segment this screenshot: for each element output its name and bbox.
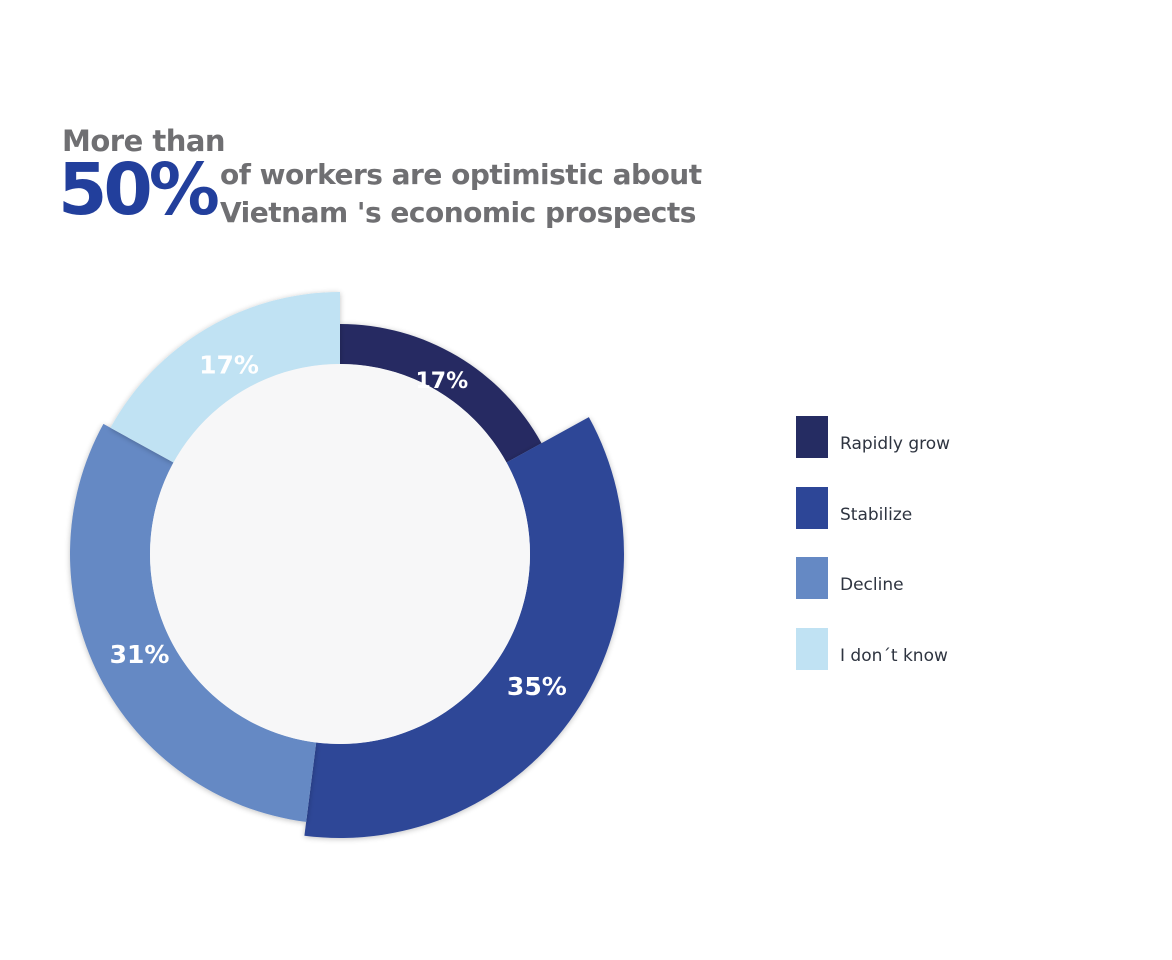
- slice-label-rapidly-grow: 17%: [415, 369, 468, 394]
- donut-slice-stabilize: [304, 417, 624, 838]
- legend-swatch-decline: [796, 557, 828, 599]
- legend-label-rapidly-grow: Rapidly grow: [840, 434, 951, 454]
- donut-center: [150, 364, 530, 744]
- slice-label-stabilize: 35%: [507, 672, 567, 701]
- legend-swatch-rapidly-grow: [796, 416, 828, 458]
- legend-label-decline: Decline: [840, 575, 904, 595]
- donut-slice-dont-know: [110, 292, 340, 463]
- headline-line-2: Vietnam 's economic prospects: [220, 196, 696, 229]
- legend-label-dont-know: I don´t know: [840, 645, 948, 666]
- legend-item-rapidly-grow: Rapidly grow: [796, 416, 1056, 458]
- donut-chart: 17% 35% 31% 17%: [69, 292, 624, 838]
- legend-item-stabilize: Stabilize: [796, 486, 1056, 529]
- legend-swatch-stabilize: [796, 486, 828, 529]
- headline-prefix: More than: [62, 124, 226, 158]
- donut-slice-rapidly-grow: [340, 324, 542, 463]
- slice-label-decline: 31%: [110, 640, 170, 669]
- donut-slice-decline: [69, 423, 317, 822]
- legend-label-stabilize: Stabilize: [840, 504, 913, 525]
- headline-highlight-percent: 50%: [58, 148, 220, 231]
- chart-headline: More than 50% of workers are optimistic …: [58, 124, 722, 234]
- chart-legend: Rapidly grow Stabilize Decline I don´t know: [796, 416, 1056, 686]
- legend-item-dont-know: I don´t know: [796, 627, 1056, 670]
- slice-label-dont-know: 17%: [199, 350, 259, 379]
- headline-line-1: of workers are optimistic about: [220, 158, 702, 191]
- legend-item-decline: Decline: [796, 557, 1056, 599]
- legend-swatch-dont-know: [796, 627, 828, 670]
